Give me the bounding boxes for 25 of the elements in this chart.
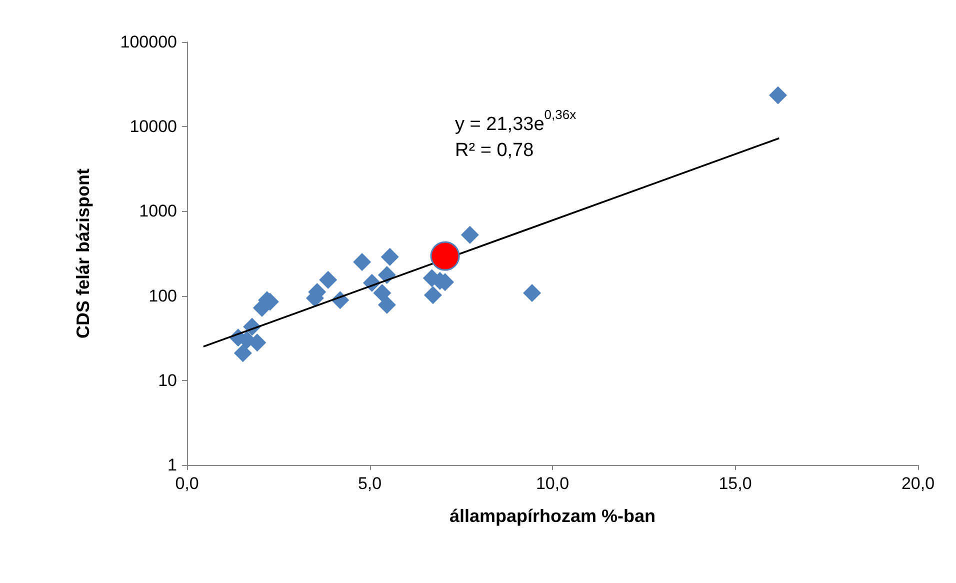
annotation: R² = 0,78	[455, 140, 534, 161]
point	[234, 344, 252, 362]
y-tick-label: 100000	[120, 32, 177, 52]
y-tick-label: 1	[168, 456, 177, 474]
point	[769, 86, 788, 104]
point	[430, 241, 460, 271]
point	[353, 252, 372, 271]
point	[378, 296, 396, 314]
x-tick-label: 5,0	[358, 474, 382, 493]
y-tick-label: 10000	[130, 117, 177, 136]
point	[424, 286, 442, 304]
y-tick-label: 100	[148, 286, 177, 306]
point	[523, 284, 542, 302]
y-tick-label: 1000	[139, 202, 177, 221]
point	[460, 226, 479, 244]
x-tick-label: 15,0	[718, 474, 752, 493]
y-tick-label: 10	[158, 370, 177, 390]
y-axis-title: CDS felár bázispont	[73, 168, 93, 339]
point	[380, 248, 399, 266]
x-axis-title: állampapírhozam %-ban	[449, 506, 656, 526]
x-tick-label: 20,0	[901, 474, 935, 493]
x-tick-label: 10,0	[536, 474, 570, 493]
point	[373, 284, 392, 302]
x-tick-label: 0,0	[175, 474, 199, 493]
point	[319, 270, 338, 289]
